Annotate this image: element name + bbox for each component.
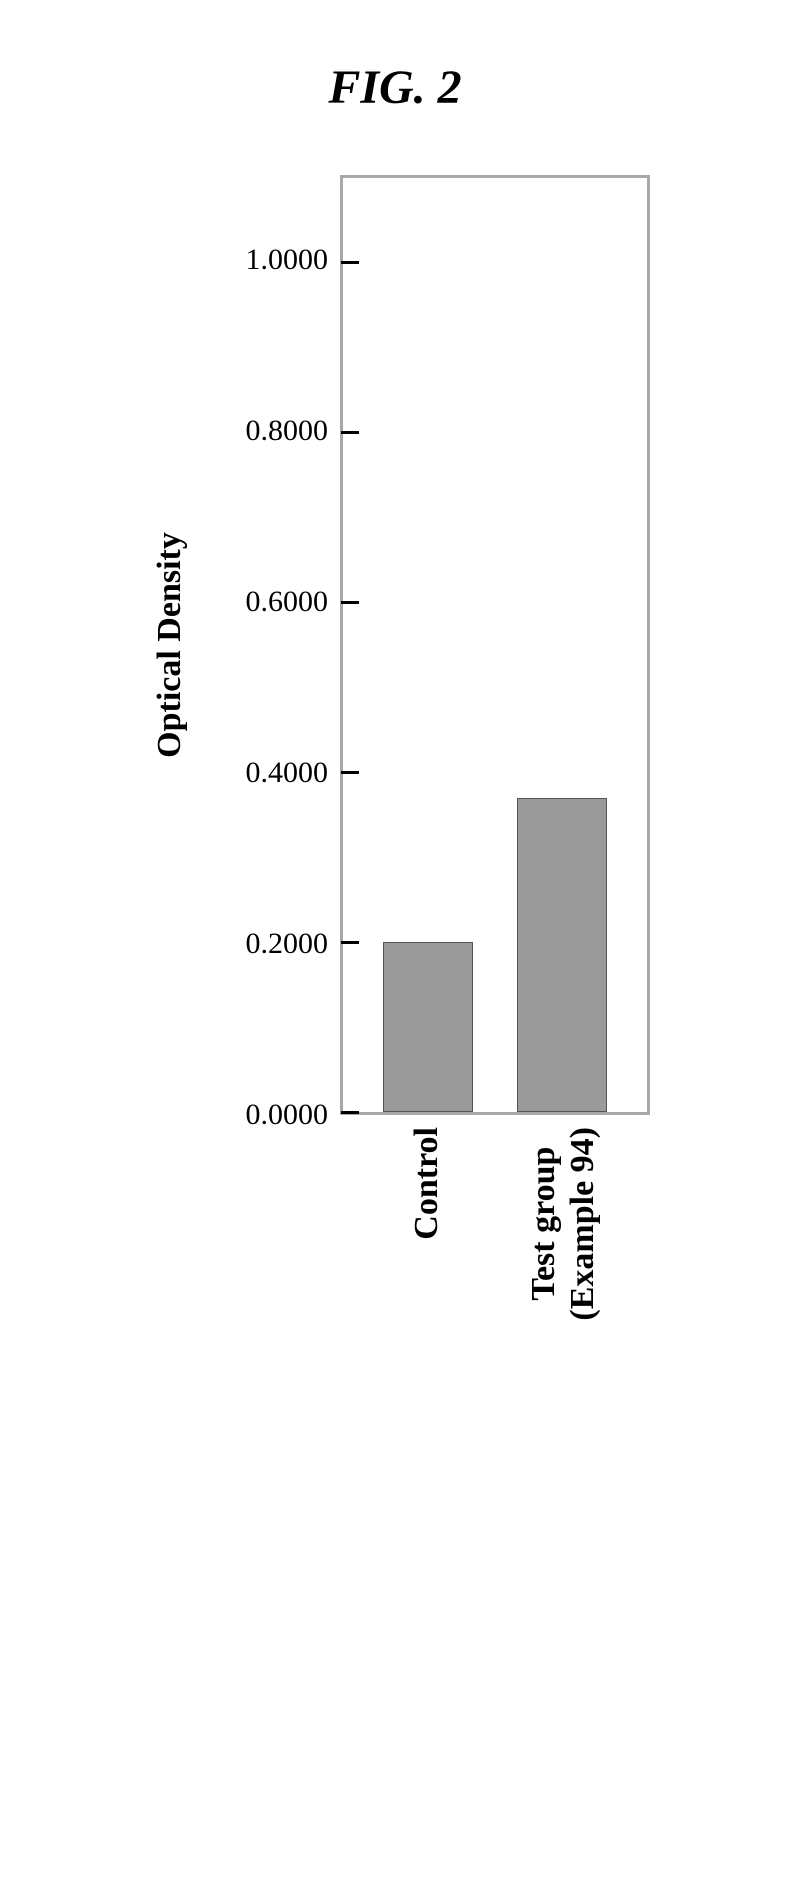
y-tick-label: 1.0000 [246, 245, 329, 275]
x-category: Test group(Example 94) [519, 1127, 609, 1475]
bar [517, 798, 607, 1112]
x-categories: Control Test group(Example 94) [340, 1115, 650, 1475]
y-tick-label: 0.2000 [246, 929, 329, 959]
plot-area [340, 175, 650, 1115]
y-tick-label: 0.4000 [246, 758, 329, 788]
x-categories-row: Control Test group(Example 94) [40, 1115, 750, 1475]
y-tick-mark [341, 431, 359, 434]
x-category-label: Test group(Example 94) [524, 1127, 602, 1321]
y-tick-mark [341, 771, 359, 774]
bars-container [343, 178, 647, 1112]
figure-container: FIG. 2 Optical Density 1.0000 0.8000 0.600… [0, 0, 790, 1515]
y-tick-mark [341, 601, 359, 604]
y-axis-label-cell: Optical Density [140, 175, 200, 1115]
chart-row: Optical Density 1.0000 0.8000 0.6000 0.4000… [40, 175, 750, 1115]
y-tick-mark [341, 1111, 359, 1114]
x-category-label: Control [407, 1127, 446, 1240]
y-tick-label: 0.6000 [246, 587, 329, 617]
y-tick-labels: 1.00000.80000.60000.40000.20000.0000 [200, 175, 340, 1115]
x-categories-spacer [140, 1115, 340, 1475]
bar [383, 942, 473, 1112]
y-tick-mark [341, 941, 359, 944]
y-axis-label: Optical Density [151, 532, 189, 758]
x-category: Control [382, 1127, 472, 1475]
y-tick-mark [341, 261, 359, 264]
y-tick-label: 0.8000 [246, 416, 329, 446]
plot-cell [340, 175, 650, 1115]
y-tick-label: 0.0000 [246, 1100, 329, 1130]
figure-title: FIG. 2 [40, 60, 750, 115]
